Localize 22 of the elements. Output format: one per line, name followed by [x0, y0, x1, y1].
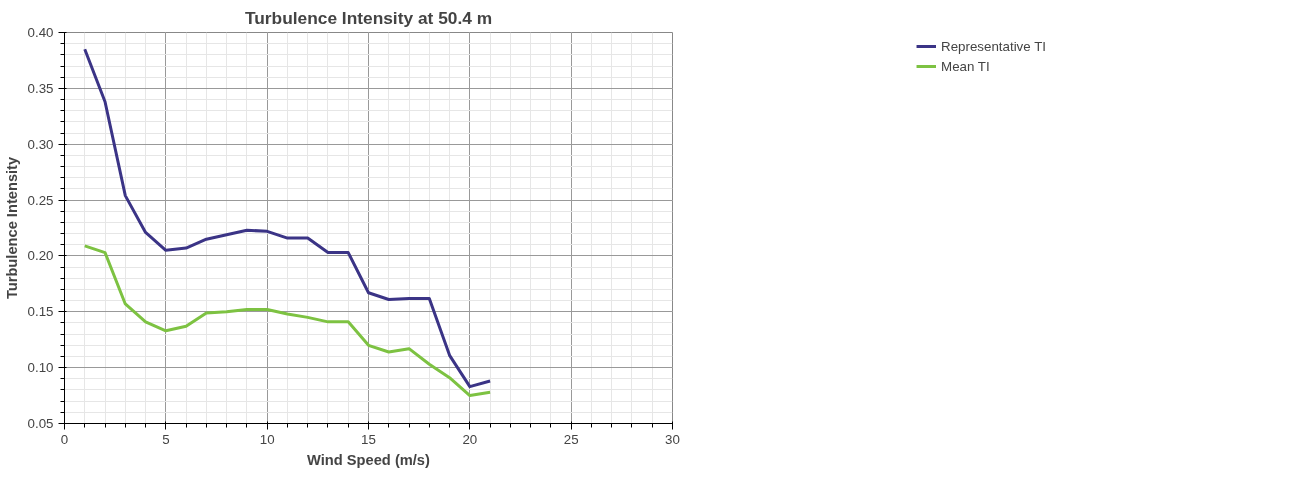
- y-tick-label: 0.20: [27, 248, 54, 264]
- x-tick-label: 30: [665, 431, 680, 447]
- legend-label: Mean TI: [941, 58, 990, 74]
- y-tick-label: 0.35: [27, 80, 54, 96]
- x-tick-label: 15: [361, 431, 376, 447]
- y-tick-label: 0.30: [27, 136, 54, 152]
- x-tick-label: 0: [60, 431, 69, 447]
- y-axis-title: Turbulence Intensity: [3, 156, 20, 300]
- line-series: [83, 244, 492, 398]
- x-tick-label: 25: [563, 431, 579, 447]
- x-tick-label: 10: [259, 431, 275, 447]
- y-tick-label: 0.05: [27, 416, 54, 431]
- y-tick-label: 0.40: [27, 25, 54, 40]
- x-axis-title: Wind Speed (m/s): [307, 451, 431, 468]
- x-tick-label: 5: [162, 431, 170, 447]
- y-tick-label: 0.10: [27, 360, 54, 376]
- line-series: [83, 47, 492, 389]
- chart-title: Turbulence Intensity at 50.4 m: [244, 7, 493, 28]
- x-tick-label: 20: [462, 431, 478, 447]
- y-tick-label: 0.15: [27, 304, 54, 320]
- y-tick-label: 0.25: [27, 192, 54, 208]
- legend-label: Representative TI: [941, 38, 1046, 54]
